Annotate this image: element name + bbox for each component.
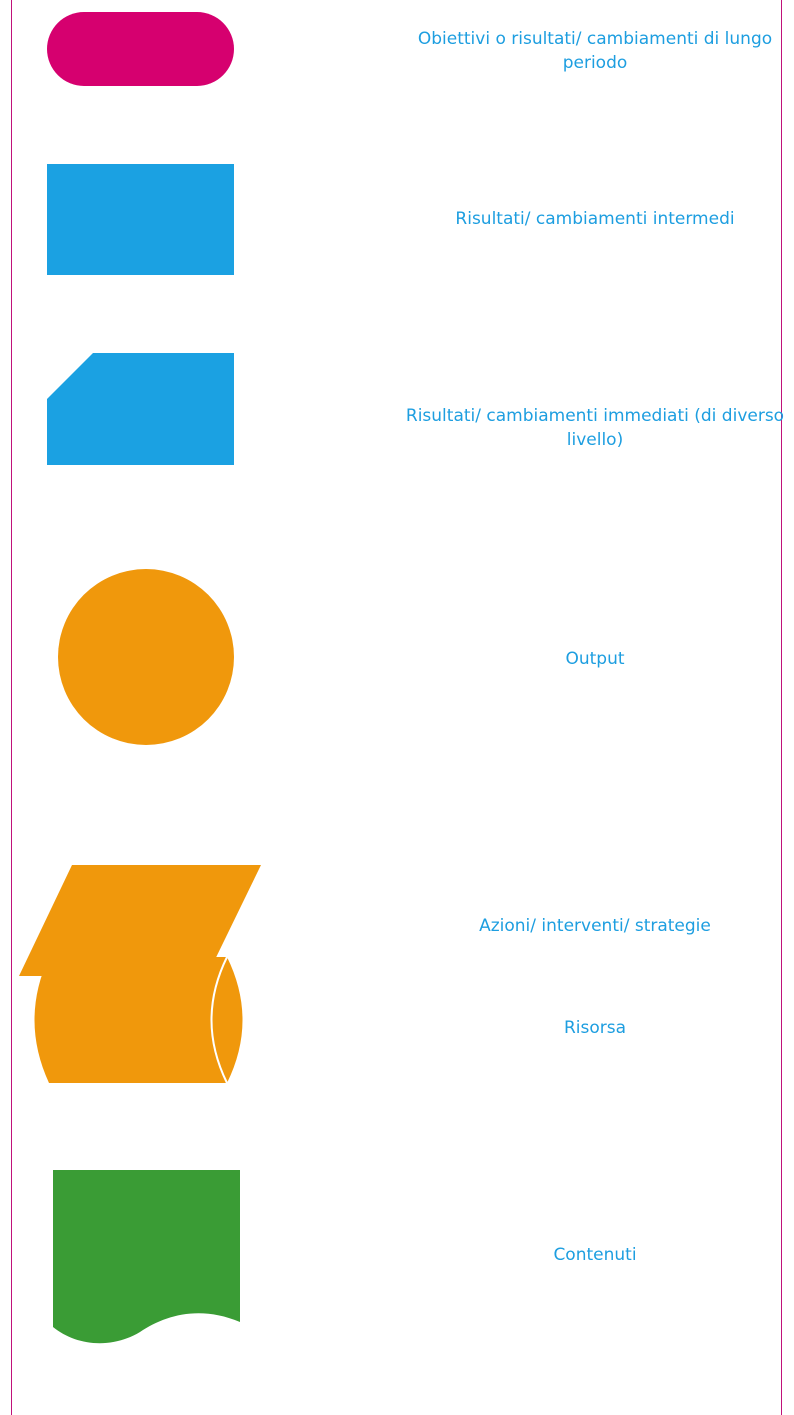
- action-label: Azioni/ interventi/ strategie: [479, 916, 711, 936]
- immediate-result-shape: [47, 353, 234, 465]
- resource-label: Risorsa: [563, 1018, 627, 1038]
- content-shape: [53, 1170, 240, 1344]
- long-term-goal-label: Obiettivi o risultati/ cambiamenti di lu…: [417, 29, 773, 73]
- intermediate-result-label: Risultati/ cambiamenti intermedi: [455, 209, 735, 229]
- resource-shape: [34, 956, 243, 1084]
- output-shape: [58, 569, 234, 745]
- immediate-result-label: Risultati/ cambiamenti immediati (di div…: [405, 406, 785, 450]
- intermediate-result-shape: [47, 164, 234, 275]
- legend-frame: [11, 0, 782, 1415]
- output-label: Output: [565, 649, 625, 669]
- long-term-goal-shape: [47, 12, 234, 86]
- action-shape: [19, 865, 261, 976]
- content-label: Contenuti: [553, 1245, 637, 1265]
